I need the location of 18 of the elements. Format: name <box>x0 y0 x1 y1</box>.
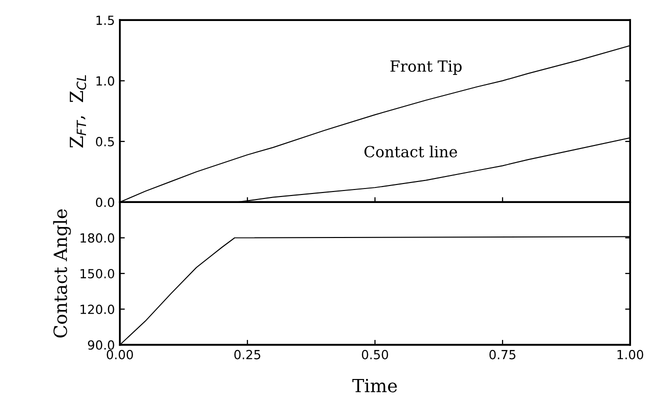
y-tick-label: 120.0 <box>80 304 114 314</box>
y-tick-label: 0.0 <box>96 198 114 208</box>
x-tick-label: 0.25 <box>234 350 260 360</box>
x-axis-title: Time <box>352 378 397 392</box>
annotation: Front Tip <box>390 60 462 75</box>
y-axis-title: Contact Angle <box>53 209 71 338</box>
y-tick-label: 0.5 <box>96 136 114 146</box>
x-tick-label: 0.50 <box>362 350 388 360</box>
y-tick-label: 90.0 <box>88 340 114 350</box>
y-tick-label: 180.0 <box>80 233 114 243</box>
y-tick-label: 1.0 <box>96 76 114 86</box>
y-tick-label: 1.5 <box>96 16 114 26</box>
x-tick-label: 1.00 <box>618 350 644 360</box>
x-tick-label: 0.00 <box>106 350 133 360</box>
annotation: Contact line <box>364 146 458 158</box>
y-axis-title: Z$_{FT}$, Z$_{CL}$ <box>70 75 86 148</box>
x-tick-label: 0.75 <box>489 350 516 360</box>
y-tick-label: 150.0 <box>80 268 114 278</box>
